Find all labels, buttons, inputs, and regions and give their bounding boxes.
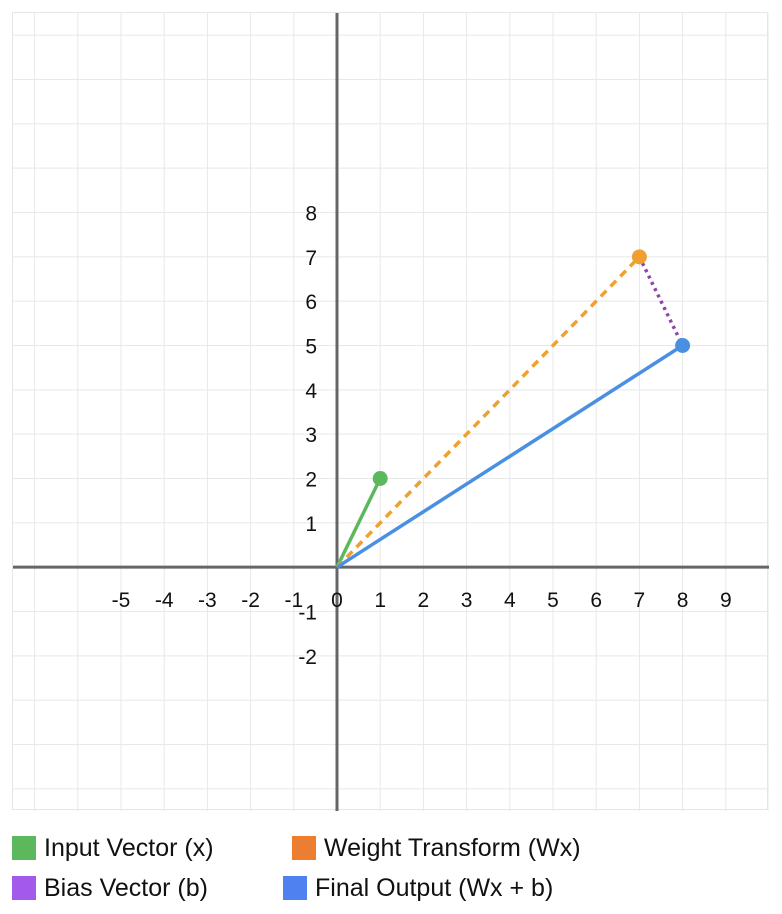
y-tick-label: -1: [298, 602, 317, 625]
x-tick-label: 5: [547, 589, 559, 612]
legend-label-final-output: Final Output (Wx + b): [315, 873, 554, 902]
legend-swatch-weight-transform: [292, 836, 316, 860]
x-tick-label: 2: [418, 589, 430, 612]
series-line-input-vector-x: [335, 477, 382, 568]
series-point-final-output-wx-b: [675, 338, 691, 353]
y-tick-label: 7: [305, 247, 317, 270]
x-tick-label: 3: [461, 589, 473, 612]
legend-label-bias-vector: Bias Vector (b): [44, 873, 208, 902]
legend-item-bias-vector: Bias Vector (b): [12, 872, 208, 904]
vector-plot: -5 -4 -3 -2 -1 0 1 2 3 4 5 6 7 8 9 -2 -1 1 2 3 4 5 6 7 8: [13, 13, 769, 811]
x-tick-label: 9: [720, 589, 732, 612]
legend-item-weight-transform: Weight Transform (Wx): [292, 832, 581, 864]
y-tick-label: 3: [305, 424, 317, 447]
y-tick-label: -2: [298, 646, 317, 669]
x-tick-label: 6: [590, 589, 602, 612]
x-tick-label: -1: [284, 589, 303, 612]
y-tick-label: 1: [305, 513, 317, 536]
legend-label-weight-transform: Weight Transform (Wx): [324, 833, 581, 862]
y-tick-label: 4: [305, 380, 317, 403]
y-tick-label: 8: [305, 203, 317, 226]
series-point-weight-transform-wx: [631, 249, 647, 265]
x-tick-label: -5: [112, 589, 131, 612]
x-tick-label: -4: [155, 589, 174, 612]
series-line-bias-vector-b: [637, 256, 685, 347]
legend-swatch-bias-vector: [12, 876, 36, 900]
x-tick-label: -2: [241, 589, 260, 612]
chart-area: -5 -4 -3 -2 -1 0 1 2 3 4 5 6 7 8 9 -2 -1 1 2 3 4 5 6 7 8: [12, 12, 769, 811]
y-tick-label: 5: [305, 336, 317, 359]
series-line-weight-transform-wx: [335, 255, 641, 569]
legend: Input Vector (x) Weight Transform (Wx) B…: [12, 828, 772, 908]
x-tick-label: 0: [331, 589, 343, 612]
x-tick-label: 4: [504, 589, 516, 612]
legend-swatch-input-vector: [12, 836, 36, 860]
x-tick-label: -3: [198, 589, 217, 612]
legend-label-input-vector: Input Vector (x): [44, 833, 214, 862]
legend-item-final-output: Final Output (Wx + b): [283, 872, 553, 904]
x-tick-label: 7: [634, 589, 646, 612]
legend-item-input-vector: Input Vector (x): [12, 832, 214, 864]
y-tick-label: 6: [305, 291, 317, 314]
series-line-final-output-wx-b: [336, 344, 684, 569]
series-point-input-vector-x: [372, 471, 388, 486]
x-tick-label: 8: [677, 589, 689, 612]
legend-swatch-final-output: [283, 876, 307, 900]
x-tick-label: 1: [374, 589, 386, 612]
y-tick-label: 2: [305, 469, 317, 492]
